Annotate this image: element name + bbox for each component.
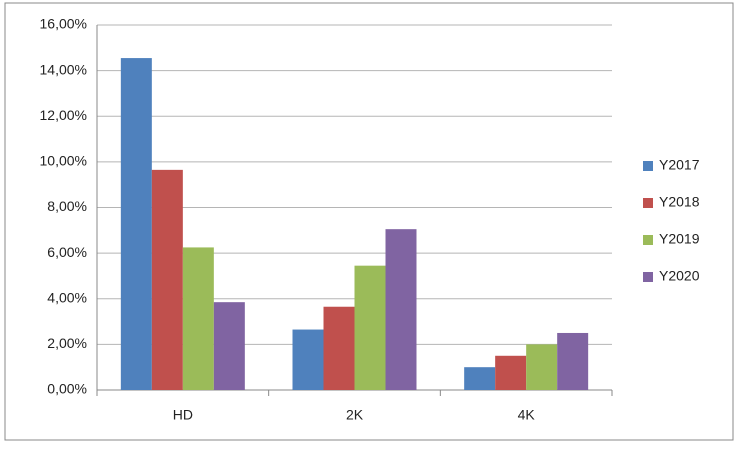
legend-swatch <box>643 198 653 208</box>
y-tick-label: 14,00% <box>40 61 87 77</box>
y-tick-label: 6,00% <box>47 244 87 260</box>
bar <box>292 329 324 390</box>
bar <box>495 355 527 390</box>
legend-label: Y2018 <box>659 194 700 210</box>
bar <box>385 229 417 390</box>
y-tick-label: 4,00% <box>47 289 87 305</box>
x-tick-label: HD <box>173 407 193 423</box>
y-tick-label: 0,00% <box>47 381 87 397</box>
y-tick-label: 16,00% <box>40 16 87 32</box>
legend-swatch <box>643 272 653 282</box>
bar <box>354 265 386 390</box>
bar <box>151 169 183 390</box>
x-tick-label: 4K <box>518 407 536 423</box>
bar <box>526 344 558 390</box>
y-tick-label: 8,00% <box>47 198 87 214</box>
legend-label: Y2020 <box>659 268 700 284</box>
legend-swatch <box>643 235 653 245</box>
bar <box>557 332 589 390</box>
bar <box>464 367 496 390</box>
bar <box>182 247 214 390</box>
y-tick-label: 12,00% <box>40 107 87 123</box>
x-tick-label: 2K <box>346 407 364 423</box>
y-tick-label: 2,00% <box>47 335 87 351</box>
legend-swatch <box>643 161 653 171</box>
y-tick-label: 10,00% <box>40 153 87 169</box>
bar <box>323 306 355 390</box>
legend-label: Y2017 <box>659 157 700 173</box>
bar <box>213 302 245 390</box>
bar <box>120 58 152 390</box>
legend-label: Y2019 <box>659 231 700 247</box>
